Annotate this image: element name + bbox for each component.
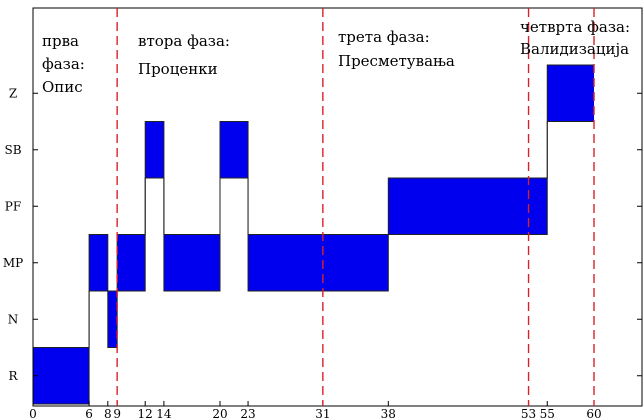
x-label-12: 12 <box>138 407 153 420</box>
phase-1-label-line-1: прва <box>42 32 79 50</box>
x-label-9: 9 <box>113 407 121 420</box>
y-label-MP: MP <box>3 256 23 270</box>
phase-3-label-line-1: трета фаза: <box>338 28 430 46</box>
phase-4-label-line-2: Валидизација <box>520 40 629 58</box>
data-block-6 <box>220 121 249 178</box>
plot-frame <box>32 7 643 407</box>
x-label-31: 31 <box>315 407 330 420</box>
blocks-layer <box>33 64 594 405</box>
phase-2-label-line-1: втора фаза: <box>138 32 230 50</box>
data-block-4 <box>145 121 164 178</box>
y-label-SB: SB <box>4 143 21 157</box>
phase-2-label-line-2: Проценки <box>138 60 218 78</box>
data-block-2 <box>107 291 118 348</box>
x-label-55: 55 <box>540 407 555 420</box>
phase-1-label-line-3: Опис <box>42 78 83 96</box>
data-block-7 <box>248 234 389 291</box>
phase-3-label-line-2: Пресметувања <box>338 52 455 70</box>
x-label-6: 6 <box>85 407 93 420</box>
x-label-38: 38 <box>381 407 396 420</box>
x-label-0: 0 <box>29 407 37 420</box>
x-label-14: 14 <box>156 407 172 420</box>
x-label-20: 20 <box>212 407 227 420</box>
x-label-23: 23 <box>240 407 255 420</box>
phase-dividers <box>116 8 595 406</box>
phase-labels: прва фаза: Опис втора фаза: Проценки трета фа… <box>42 18 630 96</box>
chart-frame <box>32 7 643 407</box>
data-block-8 <box>388 178 548 235</box>
x-label-60: 60 <box>586 407 601 420</box>
y-axis-labels: R N MP PF SB Z <box>3 86 23 383</box>
x-axis-labels: 0 6 8 9 12 14 20 23 31 38 53 55 60 <box>29 407 601 420</box>
phase-4-label-line-1: четврта фаза: <box>520 18 630 36</box>
data-block-5 <box>163 234 220 291</box>
step-outline-top <box>33 64 594 348</box>
y-label-N: N <box>8 312 19 326</box>
data-block-9 <box>547 65 594 122</box>
data-block-0 <box>33 347 90 404</box>
y-label-R: R <box>8 369 18 383</box>
phase-1-label-line-2: фаза: <box>42 55 85 73</box>
data-block-1 <box>89 234 108 291</box>
y-label-Z: Z <box>9 86 17 100</box>
x-label-53: 53 <box>521 407 536 420</box>
x-label-8: 8 <box>104 407 112 420</box>
y-label-PF: PF <box>5 199 21 213</box>
data-block-3 <box>117 234 146 291</box>
